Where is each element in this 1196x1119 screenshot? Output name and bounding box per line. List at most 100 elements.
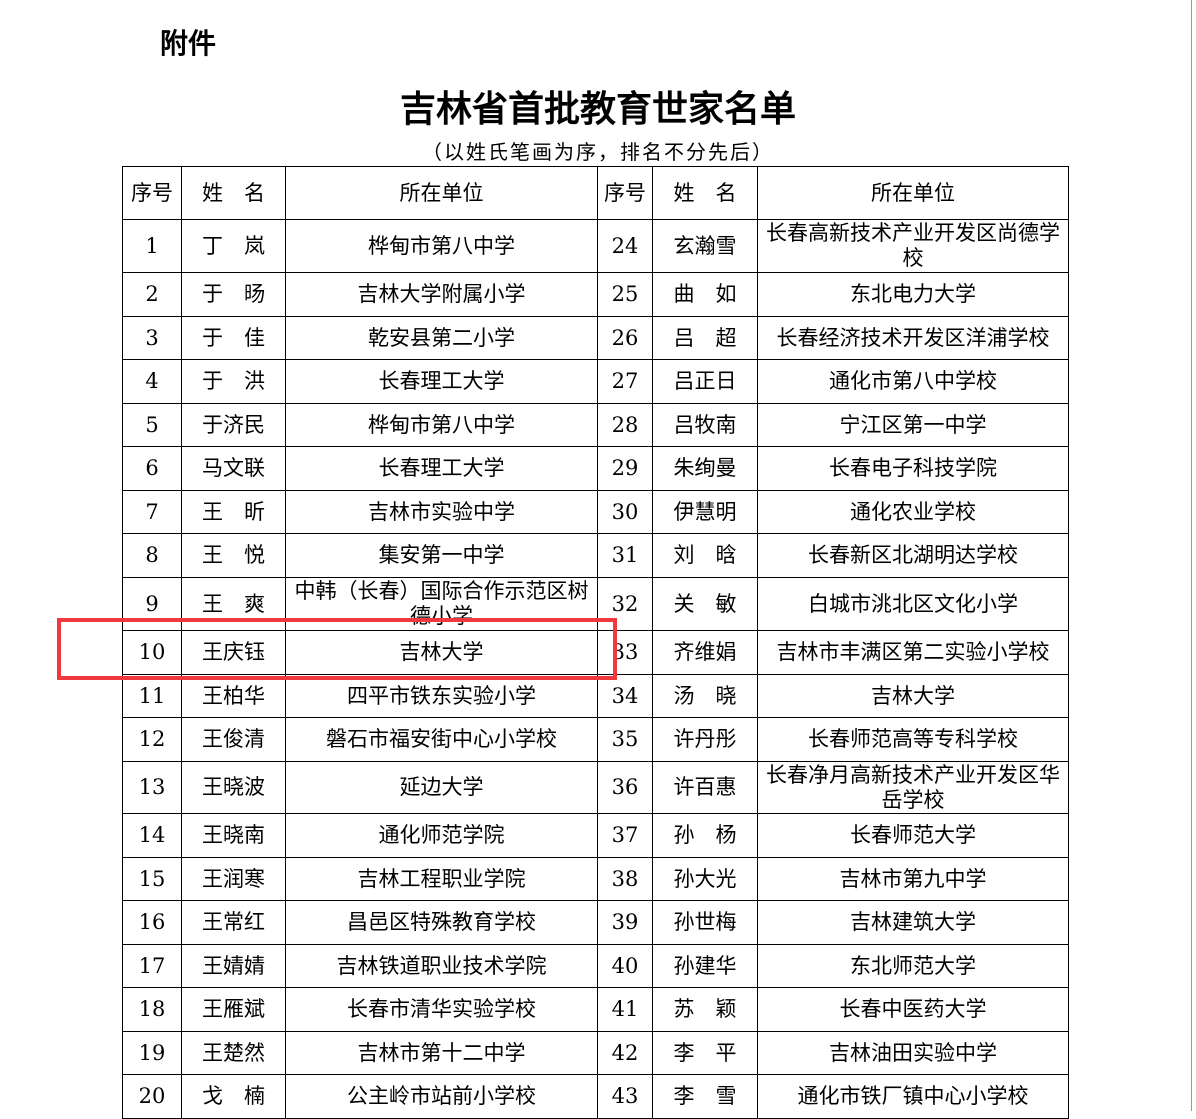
name-text: 王婧婧 [202, 953, 265, 978]
seq-text: 42 [611, 1040, 639, 1065]
seq-text: 20 [138, 1084, 166, 1108]
name-text: 王晓南 [202, 823, 265, 847]
name-text: 刘 晗 [673, 543, 737, 567]
unit-text: 吉林建筑大学 [850, 910, 976, 934]
unit-text: 长春师范大学 [850, 823, 976, 847]
seq-cell: 38 [597, 857, 653, 901]
seq-cell: 27 [597, 359, 653, 404]
name-cell: 王晓波 [181, 761, 286, 814]
unit-cell: 吉林大学附属小学 [285, 272, 598, 317]
name-text: 苏 颖 [673, 997, 737, 1021]
seq-text: 9 [145, 591, 159, 616]
unit-text: 通化师范学院 [378, 823, 505, 847]
table-row: 10 王庆钰 吉林大学 33 齐维娟 吉林市丰满区第二实验小学校 [122, 630, 1069, 675]
table-row: 15 王润寒 吉林工程职业学院 38 孙大光 吉林市第九中学 [122, 857, 1069, 901]
name-text: 吕 超 [673, 325, 737, 350]
name-text: 李 雪 [673, 1084, 737, 1108]
table-row: 13 王晓波 延边大学 36 许百惠 长春净月高新技术产业开发区华岳学校 [122, 761, 1069, 814]
seq-cell: 29 [597, 446, 653, 491]
name-cell: 伊慧明 [652, 490, 758, 534]
name-text: 汤 晓 [673, 683, 737, 708]
unit-text: 吉林市实验中学 [368, 499, 515, 524]
name-text: 齐维娟 [673, 640, 737, 664]
unit-text: 所在单位 [399, 180, 484, 205]
name-text: 王雁斌 [202, 997, 265, 1021]
unit-text: 长春净月高新技术产业开发区华岳学校 [766, 762, 1060, 812]
seq-cell: 14 [122, 813, 182, 858]
name-cell: 吕正日 [652, 359, 758, 404]
seq-cell: 25 [597, 272, 653, 317]
seq-text: 39 [611, 910, 639, 934]
unit-cell: 吉林大学 [757, 674, 1069, 718]
unit-text: 公主岭市站前小学校 [347, 1084, 536, 1108]
seq-text: 2 [145, 282, 159, 306]
seq-text: 16 [138, 910, 166, 934]
seq-text: 8 [145, 543, 159, 567]
name-cell: 于 洪 [181, 359, 286, 404]
seq-text: 38 [611, 866, 639, 891]
seq-cell: 序号 [597, 166, 653, 220]
unit-text: 吉林市丰满区第二实验小学校 [776, 640, 1050, 664]
name-cell: 许百惠 [652, 761, 758, 814]
seq-cell: 31 [597, 533, 653, 578]
seq-text: 17 [138, 953, 166, 978]
name-text: 曲 如 [673, 282, 737, 306]
unit-cell: 通化市第八中学校 [757, 359, 1069, 404]
name-cell: 刘 晗 [652, 533, 758, 578]
seq-text: 7 [145, 499, 159, 524]
name-text: 李 平 [673, 1040, 737, 1065]
name-text: 王润寒 [202, 866, 265, 891]
unit-cell: 长春新区北湖明达学校 [757, 533, 1069, 578]
name-cell: 王婧婧 [181, 944, 286, 988]
unit-text: 磐石市福安街中心小学校 [326, 727, 557, 751]
name-text: 许百惠 [673, 775, 737, 799]
name-text: 姓 名 [202, 180, 265, 205]
unit-cell: 长春师范高等专科学校 [757, 717, 1069, 762]
seq-text: 3 [145, 325, 159, 350]
unit-text: 东北电力大学 [850, 282, 976, 306]
seq-cell: 24 [597, 219, 653, 273]
table-row: 19 王楚然 吉林市第十二中学 42 李 平 吉林油田实验中学 [122, 1031, 1069, 1075]
seq-text: 10 [138, 640, 166, 664]
table-row: 7 王 昕 吉林市实验中学 30 伊慧明 通化农业学校 [122, 490, 1069, 534]
unit-text: 长春电子科技学院 [829, 456, 997, 480]
name-cell: 于 佳 [181, 316, 286, 360]
name-text: 姓 名 [673, 180, 737, 205]
name-cell: 王柏华 [181, 674, 286, 718]
unit-cell: 吉林市第十二中学 [285, 1031, 598, 1075]
name-cell: 戈 楠 [181, 1074, 286, 1119]
name-cell: 王俊清 [181, 717, 286, 762]
seq-text: 4 [145, 369, 159, 393]
name-cell: 于 旸 [181, 272, 286, 317]
name-text: 孙大光 [673, 866, 737, 891]
unit-cell: 白城市洮北区文化小学 [757, 577, 1069, 631]
seq-text: 27 [611, 369, 639, 393]
document-title: 吉林省首批教育世家名单 [399, 88, 796, 130]
seq-cell: 30 [597, 490, 653, 534]
seq-cell: 17 [122, 944, 182, 988]
seq-cell: 8 [122, 533, 182, 578]
name-text: 王柏华 [202, 683, 265, 708]
unit-cell: 长春电子科技学院 [757, 446, 1069, 491]
seq-text: 34 [611, 683, 639, 708]
name-text: 王 爽 [202, 591, 265, 616]
name-text: 王晓波 [202, 775, 265, 799]
seq-cell: 5 [122, 403, 182, 447]
seq-cell: 9 [122, 577, 182, 631]
name-cell: 于济民 [181, 403, 286, 447]
unit-cell: 公主岭市站前小学校 [285, 1074, 598, 1119]
unit-text: 桦甸市第八中学 [368, 412, 515, 437]
seq-text: 37 [611, 823, 639, 847]
name-cell: 王雁斌 [181, 987, 286, 1032]
table-row: 8 王 悦 集安第一中学 31 刘 晗 长春新区北湖明达学校 [122, 533, 1069, 578]
table-row: 16 王常红 昌邑区特殊教育学校 39 孙世梅 吉林建筑大学 [122, 900, 1069, 945]
name-text: 丁 岚 [202, 233, 265, 258]
table-row: 20 戈 楠 公主岭市站前小学校 43 李 雪 通化市铁厂镇中心小学校 [122, 1074, 1069, 1119]
seq-cell: 19 [122, 1031, 182, 1075]
unit-text: 所在单位 [871, 180, 955, 205]
seq-text: 15 [138, 866, 166, 891]
seq-cell: 13 [122, 761, 182, 814]
name-cell: 苏 颖 [652, 987, 758, 1032]
unit-cell: 中韩（长春）国际合作示范区树德小学 [285, 577, 598, 631]
